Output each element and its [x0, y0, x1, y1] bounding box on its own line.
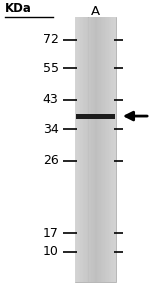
- Bar: [86, 17, 87, 282]
- Text: 55: 55: [42, 62, 58, 75]
- Bar: [87, 17, 88, 282]
- Text: 10: 10: [43, 245, 58, 258]
- Text: 26: 26: [43, 154, 58, 167]
- Bar: [75, 17, 76, 282]
- Bar: [76, 114, 115, 118]
- Bar: [113, 17, 114, 282]
- Bar: [80, 17, 82, 282]
- Bar: [111, 17, 113, 282]
- Bar: [98, 17, 99, 282]
- Bar: [88, 17, 90, 282]
- Bar: [91, 17, 93, 282]
- Bar: [78, 17, 79, 282]
- Bar: [76, 17, 78, 282]
- Bar: [84, 17, 86, 282]
- Bar: [79, 17, 80, 282]
- Text: A: A: [91, 5, 100, 18]
- Text: 34: 34: [43, 123, 58, 136]
- Bar: [102, 17, 103, 282]
- Bar: [83, 17, 84, 282]
- Bar: [97, 17, 98, 282]
- Bar: [109, 17, 110, 282]
- Bar: [94, 17, 95, 282]
- Text: 72: 72: [43, 33, 58, 46]
- Bar: [107, 17, 109, 282]
- Text: KDa: KDa: [4, 3, 31, 16]
- Bar: [105, 17, 106, 282]
- Bar: [103, 17, 105, 282]
- Bar: [101, 17, 102, 282]
- Bar: [106, 17, 107, 282]
- Text: 17: 17: [43, 227, 58, 240]
- Bar: [95, 17, 97, 282]
- Bar: [114, 17, 116, 282]
- Bar: [82, 17, 83, 282]
- Bar: [99, 17, 101, 282]
- Bar: [90, 17, 91, 282]
- Bar: [75, 17, 116, 282]
- Text: 43: 43: [43, 93, 58, 106]
- Bar: [93, 17, 94, 282]
- Bar: [110, 17, 111, 282]
